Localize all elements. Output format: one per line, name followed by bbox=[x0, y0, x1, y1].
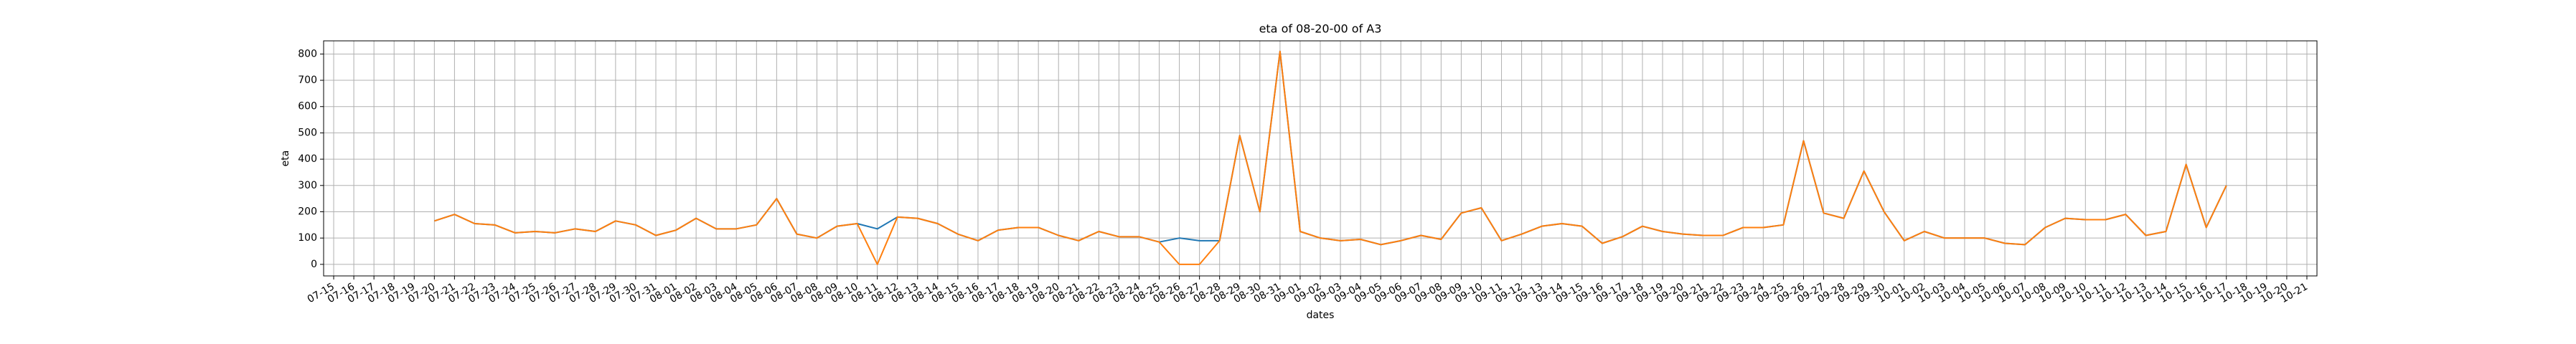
series-line bbox=[434, 50, 2227, 265]
y-tick-label: 0 bbox=[311, 259, 317, 270]
y-tick-label: 700 bbox=[298, 75, 317, 86]
y-axis-label: eta bbox=[280, 150, 291, 167]
x-axis-label: dates bbox=[1307, 310, 1335, 321]
y-tick-label: 500 bbox=[298, 127, 317, 138]
y-tick-label: 400 bbox=[298, 153, 317, 165]
y-tick-label: 200 bbox=[298, 206, 317, 217]
chart-title: eta of 08-20-00 of A3 bbox=[1259, 22, 1382, 36]
y-tick-label: 600 bbox=[298, 101, 317, 113]
y-tick-label: 800 bbox=[298, 48, 317, 59]
plot-frame bbox=[323, 40, 2318, 277]
y-tick-label: 100 bbox=[298, 232, 317, 244]
y-tick-label: 300 bbox=[298, 180, 317, 191]
